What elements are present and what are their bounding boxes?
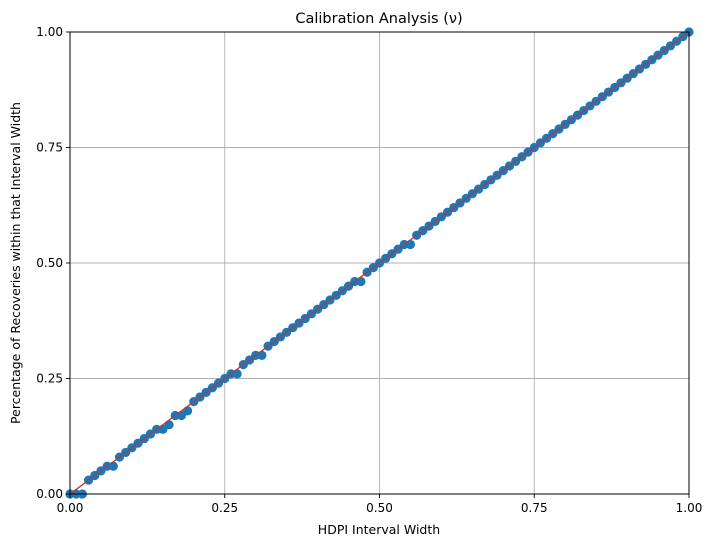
data-point [257, 350, 267, 360]
data-point [232, 369, 242, 379]
chart-title: Calibration Analysis (ν) [295, 11, 462, 27]
reference-line-overlay [69, 31, 690, 495]
x-tick-label: 0.25 [211, 501, 238, 515]
x-tick-label: 0.50 [366, 501, 393, 515]
data-point [356, 276, 366, 287]
x-tick-label: 1.00 [676, 501, 703, 515]
y-tick-label: 0.75 [36, 141, 63, 155]
data-point [405, 239, 416, 250]
x-axis-label: HDPI Interval Width [318, 522, 440, 537]
y-axis-ticks: 0.00 0.25 0.50 0.75 1.00 [36, 25, 70, 501]
x-axis-ticks: 0.00 0.25 0.50 0.75 1.00 [57, 494, 703, 515]
data-point [183, 406, 193, 416]
x-tick-label: 0.00 [57, 501, 84, 515]
y-tick-label: 1.00 [36, 25, 63, 39]
data-point [108, 461, 118, 471]
y-tick-label: 0.25 [36, 372, 63, 386]
y-tick-label: 0.00 [36, 487, 63, 501]
x-tick-label: 0.75 [521, 501, 548, 515]
y-tick-label: 0.50 [36, 256, 63, 270]
data-point [164, 420, 174, 430]
data-points [65, 27, 694, 499]
y-axis-label: Percentage of Recoveries within that Int… [8, 102, 23, 424]
